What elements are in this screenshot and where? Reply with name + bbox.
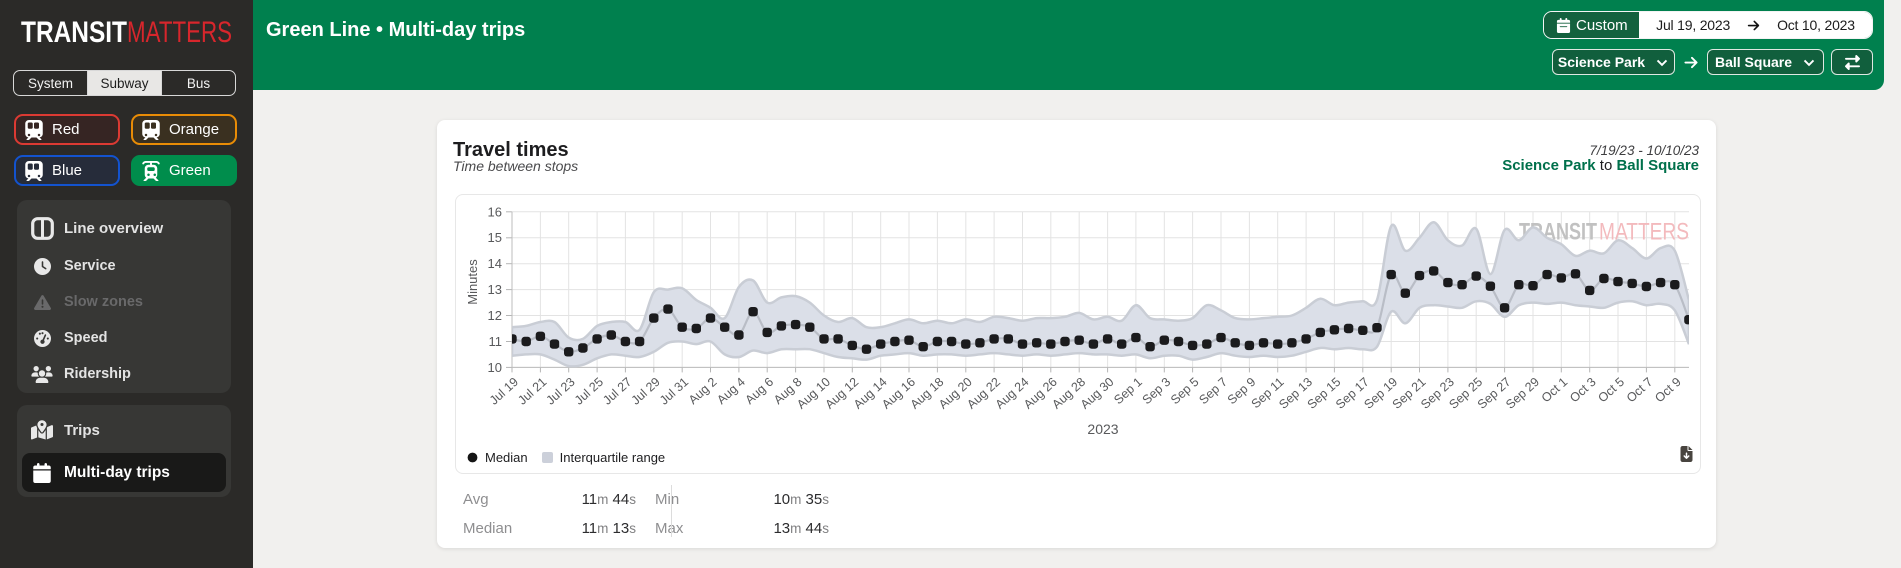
svg-text:12: 12: [488, 308, 502, 323]
svg-text:Aug 2: Aug 2: [686, 375, 720, 407]
svg-text:Oct 1: Oct 1: [1539, 375, 1571, 405]
svg-text:15: 15: [488, 230, 502, 245]
svg-text:2023: 2023: [1087, 421, 1118, 437]
svg-text:10: 10: [488, 360, 502, 375]
svg-text:14: 14: [488, 256, 502, 271]
svg-text:Oct 7: Oct 7: [1624, 375, 1656, 405]
svg-text:Sep 5: Sep 5: [1168, 375, 1202, 407]
svg-text:Jul 29: Jul 29: [629, 375, 663, 408]
svg-text:TRANSIT: TRANSIT: [21, 16, 127, 49]
svg-text:Sep 7: Sep 7: [1196, 375, 1230, 407]
svg-text:11: 11: [489, 334, 503, 349]
svg-text:Oct 3: Oct 3: [1567, 375, 1599, 405]
svg-text:13: 13: [488, 282, 502, 297]
svg-text:Sep 3: Sep 3: [1140, 375, 1174, 407]
svg-text:Jul 25: Jul 25: [572, 375, 606, 408]
svg-text:Oct 5: Oct 5: [1595, 375, 1627, 405]
svg-text:Oct 9: Oct 9: [1652, 375, 1684, 405]
svg-text:Sep 1: Sep 1: [1111, 375, 1145, 407]
svg-text:Aug 6: Aug 6: [743, 375, 777, 407]
svg-text:Jul 23: Jul 23: [544, 375, 578, 408]
svg-text:Jul 19: Jul 19: [487, 375, 521, 408]
svg-text:MATTERS: MATTERS: [127, 16, 232, 49]
svg-text:Jul 27: Jul 27: [600, 375, 634, 408]
svg-text:Jul 31: Jul 31: [657, 375, 691, 408]
svg-text:Minutes: Minutes: [465, 259, 480, 305]
svg-text:MATTERS: MATTERS: [1599, 219, 1689, 246]
svg-text:16: 16: [488, 204, 502, 219]
svg-text:Jul 21: Jul 21: [515, 375, 549, 408]
svg-text:Aug 4: Aug 4: [714, 375, 748, 407]
